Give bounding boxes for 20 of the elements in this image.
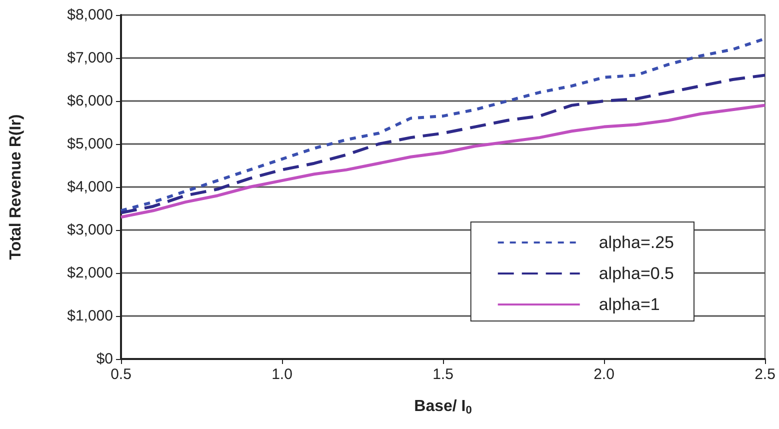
- y-tick-label: $7,000: [67, 50, 113, 66]
- legend-label: alpha=.25: [598, 233, 674, 252]
- x-tick-label: 1.5: [432, 366, 454, 383]
- x-tick-label: 2.5: [754, 366, 776, 383]
- legend-label: alpha=0.5: [598, 264, 674, 283]
- line-series: [120, 104, 766, 219]
- legend-label: alpha=1: [598, 295, 660, 314]
- y-tick-label: $6,000: [67, 92, 113, 110]
- y-tick-label: $8,000: [67, 6, 113, 24]
- x-tick-label: 2.0: [594, 366, 614, 383]
- y-tick-label: $5,000: [67, 136, 113, 152]
- y-tick-label: $4,000: [67, 178, 113, 196]
- line-series: [120, 74, 766, 214]
- y-tick-label: $2,000: [67, 264, 113, 282]
- y-tick-label: $0: [96, 350, 113, 368]
- y-axis-title: Total Revenue R(Ir): [8, 114, 24, 260]
- y-tick-label: $3,000: [67, 222, 113, 238]
- x-tick-label: 1.0: [272, 366, 292, 383]
- y-tick-label: $1,000: [67, 308, 113, 324]
- x-tick-label: 0.5: [110, 366, 132, 383]
